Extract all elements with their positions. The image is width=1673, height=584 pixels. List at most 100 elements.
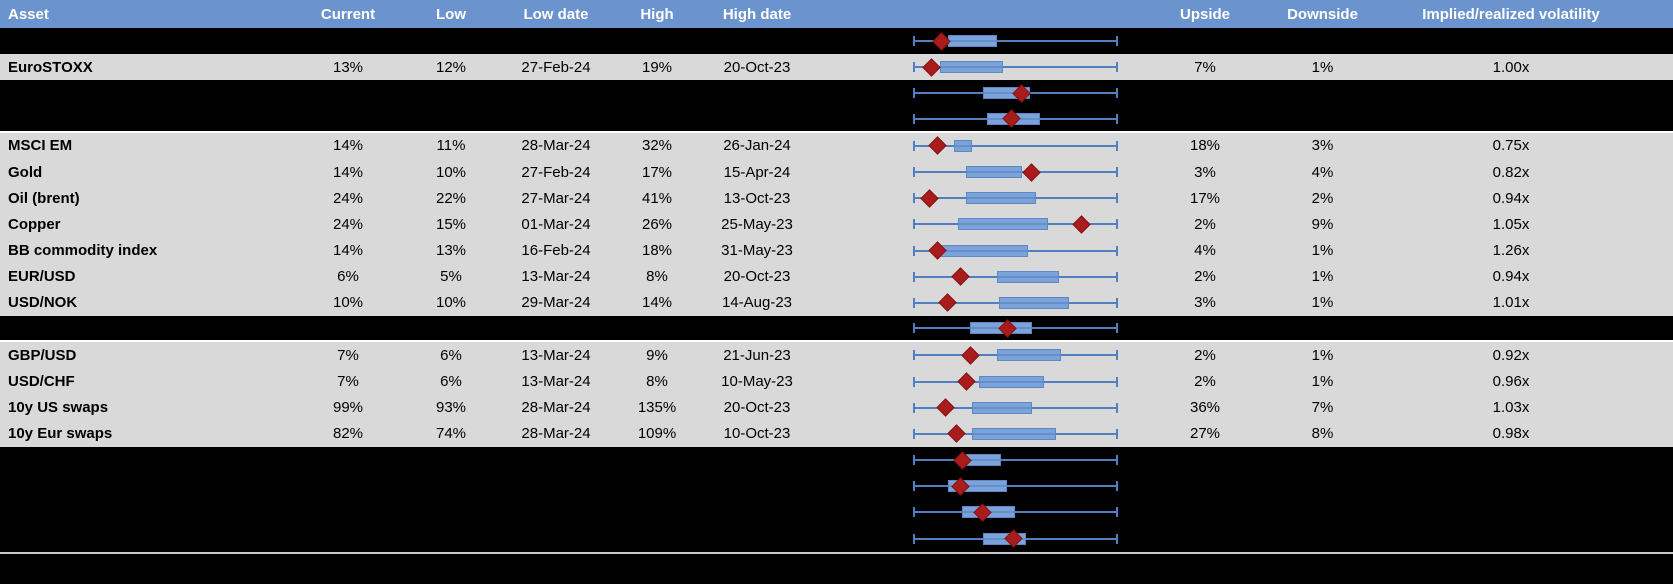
cell-implied_realized[interactable]: 1.03x [1492, 400, 1530, 416]
cell-low[interactable]: 10% [435, 295, 467, 311]
cell-implied_realized[interactable]: 1.05x [1492, 216, 1530, 232]
cell-low_date[interactable]: 29-Mar-24 [521, 295, 591, 311]
cell-implied_realized[interactable]: 1.01x [1492, 295, 1530, 311]
cell-asset[interactable]: Copper [8, 216, 61, 232]
cell-low[interactable]: 5% [440, 269, 462, 285]
cell-upside[interactable]: 2% [1194, 347, 1216, 363]
cell-current[interactable]: 6% [337, 269, 359, 285]
cell-high[interactable]: 18% [641, 243, 673, 259]
header-cell-low[interactable]: Low [436, 6, 466, 22]
cell-asset[interactable]: USD/CHF [8, 374, 75, 390]
cell-current[interactable]: 24% [332, 216, 364, 232]
cell-low[interactable]: 10% [435, 164, 467, 180]
header-cell-downside[interactable]: Downside [1287, 6, 1358, 22]
cell-upside[interactable]: 3% [1194, 295, 1216, 311]
cell-high[interactable]: 8% [646, 374, 668, 390]
header-cell-high_date[interactable]: High date [722, 6, 792, 22]
cell-low_date[interactable]: 28-Mar-24 [521, 426, 591, 442]
cell-current[interactable]: 14% [332, 243, 364, 259]
cell-asset[interactable]: Gold [8, 164, 43, 180]
cell-downside[interactable]: 8% [1311, 426, 1334, 442]
cell-upside[interactable]: 2% [1194, 216, 1216, 232]
cell-current[interactable]: 7% [337, 347, 359, 363]
cell-current[interactable]: 24% [332, 190, 364, 206]
cell-downside[interactable]: 3% [1311, 138, 1334, 154]
cell-upside[interactable]: 4% [1194, 243, 1216, 259]
cell-downside[interactable]: 7% [1311, 400, 1334, 416]
cell-asset[interactable]: USD/NOK [8, 295, 78, 311]
cell-low_date[interactable]: 01-Mar-24 [521, 216, 591, 232]
header-cell-low_date[interactable]: Low date [523, 6, 589, 22]
cell-downside[interactable]: 1% [1311, 243, 1334, 259]
cell-low[interactable]: 22% [435, 190, 467, 206]
cell-high[interactable]: 17% [641, 164, 673, 180]
header-cell-high[interactable]: High [640, 6, 674, 22]
cell-low[interactable]: 6% [440, 347, 462, 363]
cell-current[interactable]: 14% [332, 138, 364, 154]
cell-low[interactable]: 6% [440, 374, 462, 390]
cell-upside[interactable]: 27% [1189, 426, 1221, 442]
cell-asset[interactable]: 10y Eur swaps [8, 426, 113, 442]
cell-implied_realized[interactable]: 0.96x [1492, 374, 1530, 390]
cell-implied_realized[interactable]: 0.82x [1492, 164, 1530, 180]
cell-upside[interactable]: 3% [1194, 164, 1216, 180]
cell-high[interactable]: 14% [641, 295, 673, 311]
cell-asset[interactable]: GBP/USD [8, 347, 77, 363]
cell-downside[interactable]: 1% [1311, 374, 1334, 390]
cell-upside[interactable]: 17% [1189, 190, 1221, 206]
cell-implied_realized[interactable]: 0.75x [1492, 138, 1530, 154]
cell-asset[interactable]: 10y US swaps [8, 400, 109, 416]
cell-low[interactable]: 13% [435, 243, 467, 259]
cell-high_date[interactable]: 13-Oct-23 [723, 190, 791, 206]
cell-current[interactable]: 7% [337, 374, 359, 390]
header-cell-asset[interactable]: Asset [8, 6, 49, 22]
cell-current[interactable]: 82% [332, 426, 364, 442]
cell-upside[interactable]: 2% [1194, 269, 1216, 285]
cell-asset[interactable]: EUR/USD [8, 269, 76, 285]
cell-upside[interactable]: 2% [1194, 374, 1216, 390]
cell-high[interactable]: 26% [641, 216, 673, 232]
header-cell-implied_realized[interactable]: Implied/realized volatility [1422, 6, 1600, 22]
cell-low_date[interactable]: 13-Mar-24 [521, 374, 591, 390]
header-cell-current[interactable]: Current [320, 6, 376, 22]
cell-low[interactable]: 11% [436, 138, 466, 154]
cell-downside[interactable]: 1% [1311, 59, 1334, 75]
cell-low_date[interactable]: 27-Feb-24 [521, 164, 591, 180]
cell-low_date[interactable]: 27-Mar-24 [521, 190, 591, 206]
cell-upside[interactable]: 36% [1189, 400, 1221, 416]
cell-implied_realized[interactable]: 0.92x [1492, 347, 1530, 363]
cell-high_date[interactable]: 21-Jun-23 [723, 347, 791, 363]
cell-upside[interactable]: 7% [1194, 59, 1216, 75]
cell-low_date[interactable]: 27-Feb-24 [521, 59, 591, 75]
cell-low_date[interactable]: 16-Feb-24 [521, 243, 591, 259]
cell-high[interactable]: 19% [641, 59, 673, 75]
cell-downside[interactable]: 4% [1311, 164, 1334, 180]
cell-low[interactable]: 93% [435, 400, 467, 416]
cell-current[interactable]: 10% [332, 295, 364, 311]
cell-high[interactable]: 32% [641, 138, 673, 154]
cell-downside[interactable]: 1% [1311, 295, 1334, 311]
cell-low_date[interactable]: 28-Mar-24 [521, 400, 591, 416]
cell-implied_realized[interactable]: 0.98x [1492, 426, 1530, 442]
cell-low_date[interactable]: 13-Mar-24 [521, 347, 591, 363]
cell-implied_realized[interactable]: 1.00x [1492, 59, 1530, 75]
cell-low[interactable]: 15% [435, 216, 467, 232]
cell-implied_realized[interactable]: 0.94x [1492, 269, 1530, 285]
cell-asset[interactable]: EuroSTOXX [8, 59, 93, 75]
cell-high_date[interactable]: 20-Oct-23 [723, 59, 791, 75]
cell-high_date[interactable]: 20-Oct-23 [723, 400, 791, 416]
cell-asset[interactable]: Oil (brent) [8, 190, 80, 206]
header-cell-chart[interactable] [811, 0, 1150, 28]
cell-high_date[interactable]: 31-May-23 [721, 243, 793, 259]
cell-implied_realized[interactable]: 1.26x [1492, 243, 1530, 259]
cell-high_date[interactable]: 10-Oct-23 [723, 426, 791, 442]
cell-high_date[interactable]: 15-Apr-24 [723, 164, 791, 180]
cell-downside[interactable]: 9% [1311, 216, 1334, 232]
header-cell-upside[interactable]: Upside [1179, 6, 1230, 22]
cell-current[interactable]: 13% [332, 59, 364, 75]
cell-current[interactable]: 14% [332, 164, 364, 180]
cell-current[interactable]: 99% [332, 400, 364, 416]
cell-low_date[interactable]: 28-Mar-24 [521, 138, 591, 154]
cell-high_date[interactable]: 10-May-23 [721, 374, 793, 390]
cell-low_date[interactable]: 13-Mar-24 [521, 269, 591, 285]
